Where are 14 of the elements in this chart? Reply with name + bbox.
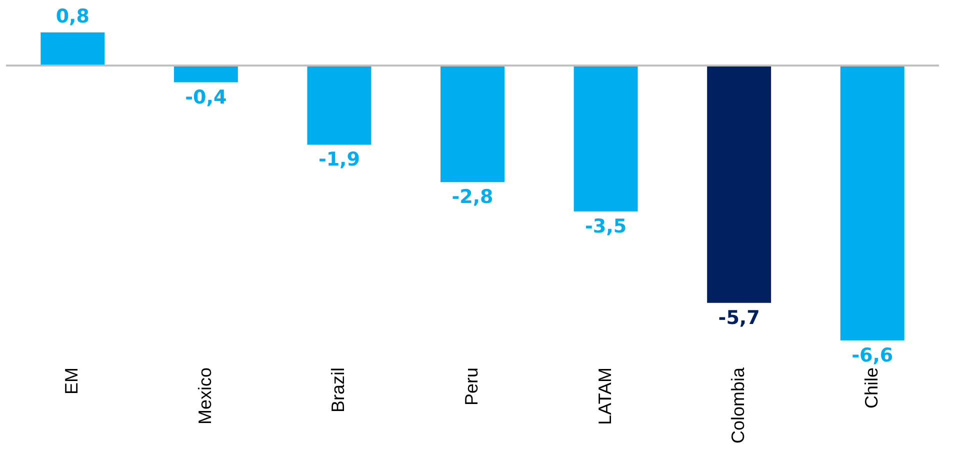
x-tick-label: Chile [861,368,882,409]
data-label: -5,7 [718,306,760,329]
data-label: -1,9 [318,148,360,171]
data-label: -2,8 [452,186,494,208]
x-tick-label: Colombia [728,366,748,444]
x-tick-label: LATAM [594,368,615,425]
x-tick-label: Mexico [194,368,215,425]
data-label: -3,5 [585,215,627,238]
data-label: -0,4 [185,86,227,108]
x-tick-label: Peru [462,368,482,406]
x-tick-label: Brazil [328,368,348,413]
x-tick-label: EM [62,368,82,394]
data-label: -6,6 [852,344,894,366]
data-label: 0,8 [56,5,90,28]
